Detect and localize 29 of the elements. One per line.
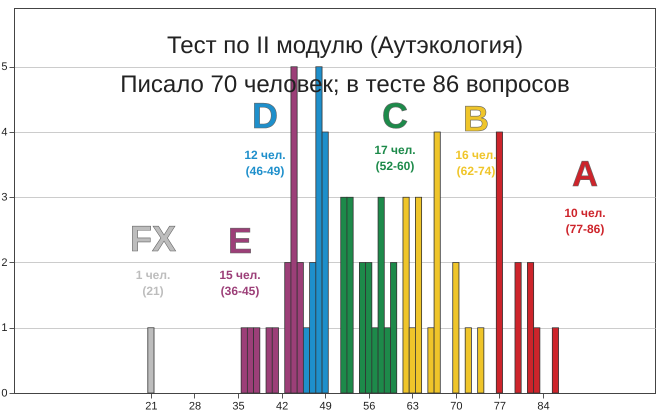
x-tick-label: 35 [232,400,245,412]
series-label: E [228,220,252,261]
series-label: A [572,153,598,194]
annotation: 1 чел. (21) [136,268,170,298]
y-tick-label: 1 [1,322,8,334]
y-tick-label: 5 [1,61,8,74]
x-tick-label: 21 [145,400,158,412]
x-tick-label: 28 [188,400,202,412]
x-tick-label: 49 [320,400,332,412]
annotation: 17 чел. (52-60) [374,143,416,173]
series-label: D [252,95,278,136]
x-tick-label: 42 [276,400,288,412]
x-tick-label: 56 [363,400,376,412]
x-tick-label: 84 [537,400,550,412]
y-tick-label: 2 [1,256,8,269]
y-tick-label: 0 [1,388,8,400]
annotation: 10 чел. (77-86) [564,206,606,236]
x-tick-label: 63 [406,400,419,412]
series-label: B [463,98,489,139]
x-tick-label: 77 [494,400,506,412]
text: Тест по II модулю (Аутэкология) [166,32,524,59]
annotation: 16 чел. (62-74) [455,148,497,178]
y-tick-label: 4 [1,126,8,138]
series-label: C [382,95,408,136]
series-label: FX [130,218,176,259]
annotation: 12 чел. (46-49) [244,148,286,178]
y-tick-label: 3 [1,192,8,204]
x-tick-label: 70 [450,400,462,412]
annotation: 15 чел. (36-45) [219,268,261,298]
